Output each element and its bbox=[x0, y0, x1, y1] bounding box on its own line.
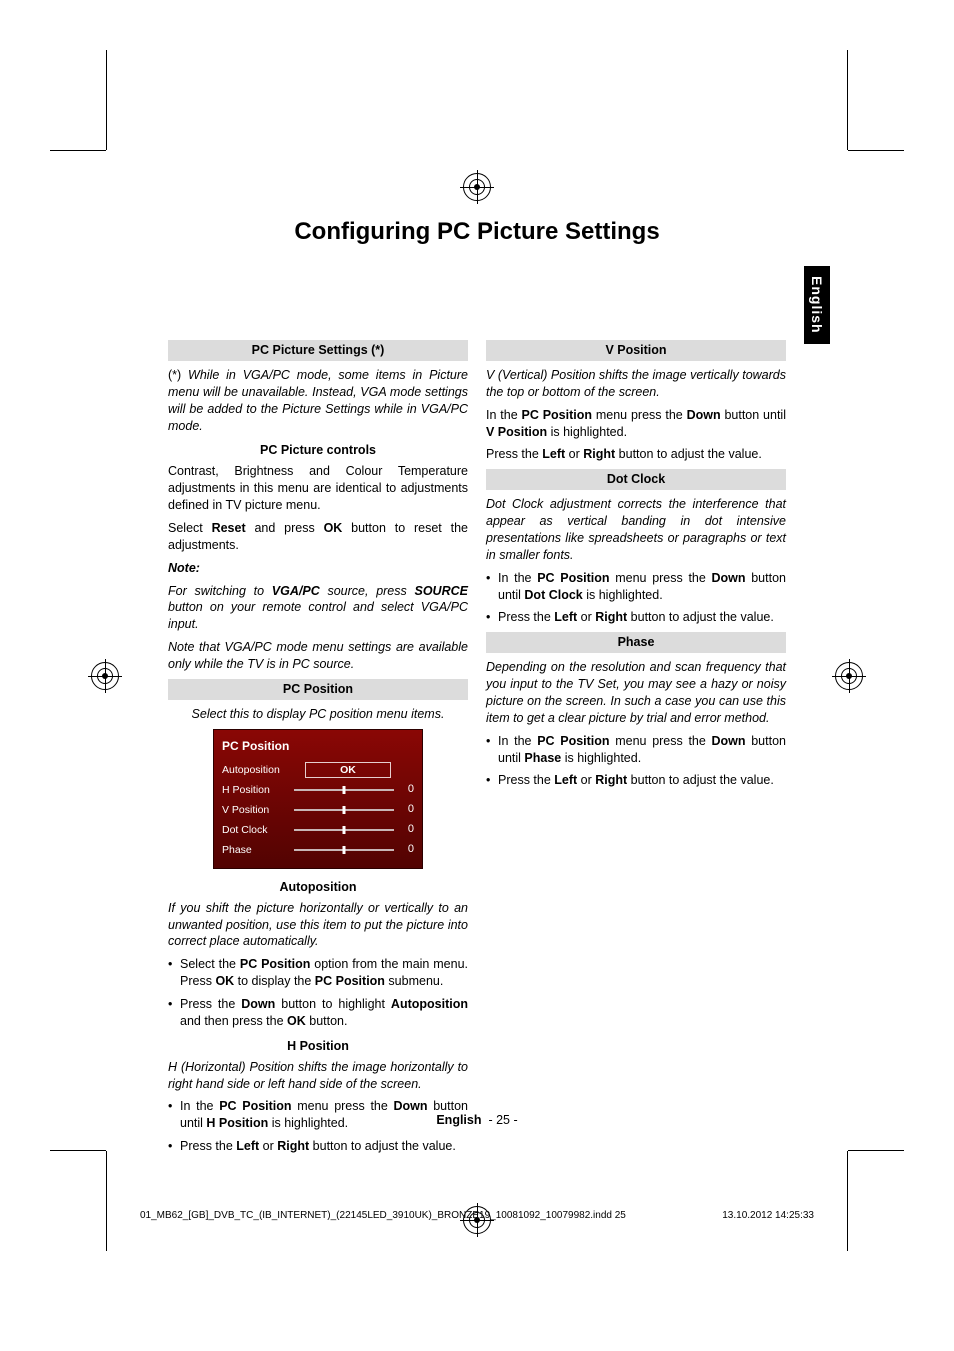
body-text: Depending on the resolution and scan fre… bbox=[486, 659, 786, 727]
language-tab: English bbox=[804, 266, 830, 344]
print-file-name: 01_MB62_[GB]_DVB_TC_(IB_INTERNET)_(22145… bbox=[140, 1210, 626, 1221]
section-heading: Phase bbox=[486, 632, 786, 653]
list-item: •Press the Left or Right button to adjus… bbox=[168, 1138, 468, 1155]
section-heading: V Position bbox=[486, 340, 786, 361]
page-footer: English - 25 - bbox=[168, 1113, 786, 1127]
menu-row: H Position 0 bbox=[222, 780, 414, 800]
section-heading: PC Picture Settings (*) bbox=[168, 340, 468, 361]
right-column: V Position V (Vertical) Position shifts … bbox=[486, 336, 786, 1161]
page-title: Configuring PC Picture Settings bbox=[168, 218, 786, 246]
body-text: Contrast, Brightness and Colour Temperat… bbox=[168, 463, 468, 514]
print-timestamp: 13.10.2012 14:25:33 bbox=[722, 1210, 814, 1221]
sub-heading: H Position bbox=[168, 1038, 468, 1055]
page-content: Configuring PC Picture Settings PC Pictu… bbox=[168, 218, 786, 1121]
section-heading: PC Position bbox=[168, 679, 468, 700]
menu-row: Phase 0 bbox=[222, 840, 414, 860]
menu-screenshot: PC Position Autoposition OK H Position 0… bbox=[213, 729, 423, 869]
sub-heading: PC Picture controls bbox=[168, 442, 468, 459]
registration-mark-icon bbox=[832, 659, 866, 693]
menu-title: PC Position bbox=[222, 736, 414, 760]
body-text: (*) While in VGA/PC mode, some items in … bbox=[168, 367, 468, 435]
list-item: •In the PC Position menu press the Down … bbox=[486, 570, 786, 604]
registration-mark-icon bbox=[88, 659, 122, 693]
body-text: Select this to display PC position menu … bbox=[168, 706, 468, 723]
note-text: For switching to VGA/PC source, press SO… bbox=[168, 583, 468, 634]
list-item: •Press the Down button to highlight Auto… bbox=[168, 996, 468, 1030]
body-text: If you shift the picture horizontally or… bbox=[168, 900, 468, 951]
menu-row: Autoposition OK bbox=[222, 760, 414, 780]
list-item: •In the PC Position menu press the Down … bbox=[486, 733, 786, 767]
menu-row: Dot Clock 0 bbox=[222, 820, 414, 840]
menu-row: V Position 0 bbox=[222, 800, 414, 820]
body-text: V (Vertical) Position shifts the image v… bbox=[486, 367, 786, 401]
list-item: •Press the Left or Right button to adjus… bbox=[486, 772, 786, 789]
print-footer: 01_MB62_[GB]_DVB_TC_(IB_INTERNET)_(22145… bbox=[140, 1210, 814, 1221]
note-label: Note: bbox=[168, 560, 468, 577]
body-text: Dot Clock adjustment corrects the interf… bbox=[486, 496, 786, 564]
body-text: Select Reset and press OK button to rese… bbox=[168, 520, 468, 554]
ok-button: OK bbox=[305, 762, 391, 778]
registration-mark-icon bbox=[460, 170, 494, 204]
body-text: In the PC Position menu press the Down b… bbox=[486, 407, 786, 441]
sub-heading: Autoposition bbox=[168, 879, 468, 896]
body-text: H (Horizontal) Position shifts the image… bbox=[168, 1059, 468, 1093]
note-text: Note that VGA/PC mode menu settings are … bbox=[168, 639, 468, 673]
left-column: PC Picture Settings (*) (*) While in VGA… bbox=[168, 336, 468, 1161]
list-item: •Select the PC Position option from the … bbox=[168, 956, 468, 990]
body-text: Press the Left or Right button to adjust… bbox=[486, 446, 786, 463]
list-item: •Press the Left or Right button to adjus… bbox=[486, 609, 786, 626]
section-heading: Dot Clock bbox=[486, 469, 786, 490]
